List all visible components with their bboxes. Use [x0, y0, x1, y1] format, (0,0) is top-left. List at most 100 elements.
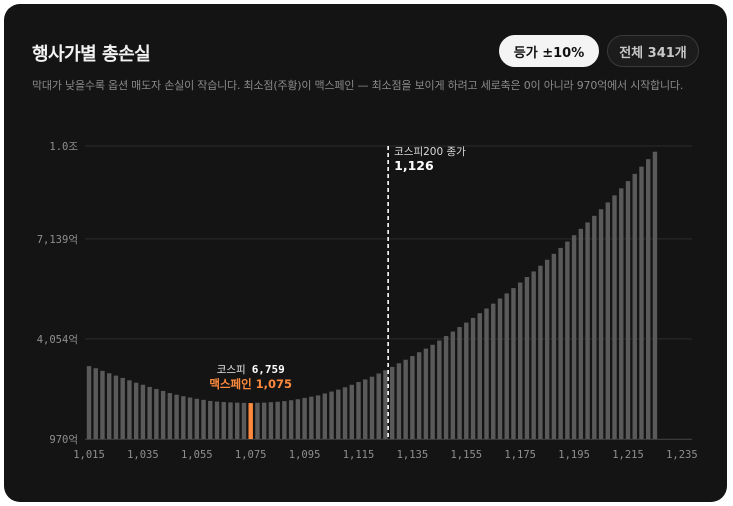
kospi-index-value: 6,759 [252, 363, 285, 376]
loss-bar [376, 373, 381, 439]
y-tick-label: 4,054억 [37, 334, 78, 346]
x-tick-label: 1,075 [235, 449, 267, 461]
loss-bar [558, 247, 563, 439]
loss-bar [551, 253, 557, 439]
x-tick-label: 1,195 [558, 449, 590, 461]
max-pain-label: 맥스페인 1,075 [209, 377, 292, 391]
x-tick-label: 1,015 [73, 449, 105, 461]
loss-bar [228, 402, 233, 439]
loss-bar [592, 215, 597, 439]
loss-bar [342, 387, 348, 439]
loss-bar [154, 389, 159, 439]
loss-bar [652, 151, 658, 439]
chart-title: 행사가별 총손실 [32, 44, 151, 65]
loss-bar [133, 382, 139, 439]
loss-bar [518, 282, 523, 439]
loss-bar [174, 394, 179, 439]
loss-bar [565, 241, 570, 439]
loss-bar [275, 401, 280, 439]
loss-bar [430, 344, 435, 439]
y-tick-label: 970억 [49, 434, 78, 446]
loss-bar [443, 336, 449, 439]
loss-bar [107, 373, 112, 439]
loss-bar [187, 397, 193, 439]
loss-bar [140, 384, 146, 439]
loss-bar [457, 327, 462, 439]
loss-bar [214, 401, 220, 439]
loss-bar [181, 396, 186, 439]
loss-bar [268, 402, 274, 439]
loss-bar [531, 271, 536, 439]
loss-bar [241, 402, 247, 439]
kospi200-close-label: 코스피200 종가 [394, 146, 466, 158]
loss-bar [625, 181, 631, 440]
x-tick-label: 1,035 [127, 449, 159, 461]
loss-bar [336, 389, 341, 439]
loss-bar [571, 235, 577, 439]
loss-bar [396, 363, 402, 439]
loss-bar [450, 331, 456, 439]
loss-bar [639, 166, 644, 439]
loss-bar [288, 400, 294, 439]
loss-bar [349, 384, 354, 439]
loss-bar [208, 400, 213, 439]
loss-bar [416, 352, 422, 439]
loss-bar [578, 228, 584, 439]
loss-bar [524, 276, 530, 439]
x-tick-label: 1,215 [612, 449, 644, 461]
loss-bar [437, 340, 442, 439]
loss-bar [383, 370, 388, 439]
max-pain-bar [248, 403, 253, 439]
loss-bar [484, 308, 489, 439]
loss-bar [120, 377, 125, 439]
loss-bar [295, 399, 301, 439]
loss-bar [255, 402, 260, 439]
loss-bar [538, 265, 543, 439]
loss-bar [261, 402, 267, 439]
loss-bar [302, 397, 307, 439]
x-tick-label: 1,115 [343, 449, 375, 461]
kospi-index-label: 코스피 [217, 364, 246, 376]
x-tick-label: 1,135 [397, 449, 429, 461]
loss-bar [470, 317, 476, 439]
loss-bar [491, 303, 496, 439]
filter-atm-button[interactable]: 등가 ±10% [499, 35, 599, 67]
loss-bar [127, 380, 132, 439]
loss-bar [160, 390, 166, 439]
loss-bar [403, 359, 408, 439]
loss-bar [598, 209, 604, 439]
loss-bar [632, 173, 637, 439]
loss-bar [100, 370, 105, 439]
x-tick-label: 1,235 [666, 449, 698, 461]
loss-bar [477, 313, 482, 439]
loss-bar [504, 293, 509, 439]
loss-bar [329, 391, 334, 439]
kospi200-close-value: 1,126 [394, 158, 434, 173]
loss-bar [356, 382, 361, 439]
filter-all-button[interactable]: 전체 341개 [607, 35, 699, 67]
y-tick-label: 7,139억 [37, 234, 78, 246]
loss-bar [315, 395, 321, 439]
loss-bar [511, 288, 516, 439]
loss-bar [646, 159, 651, 440]
loss-bar [86, 366, 92, 439]
loss-bar [282, 401, 287, 439]
loss-bar [322, 393, 328, 439]
loss-bar [201, 399, 206, 439]
loss-bar [464, 322, 469, 439]
loss-bar [235, 402, 240, 439]
x-tick-label: 1,175 [504, 449, 536, 461]
loss-bar [167, 393, 173, 439]
loss-bar [309, 396, 314, 439]
loss-bar [194, 398, 199, 439]
loss-bar [363, 379, 368, 439]
x-tick-label: 1,155 [450, 449, 482, 461]
loss-bar [389, 366, 395, 439]
loss-bar [423, 348, 429, 439]
loss-bar [221, 402, 226, 439]
loss-bar [147, 386, 152, 439]
loss-bar [619, 188, 624, 439]
loss-bar [605, 202, 610, 439]
loss-bar [544, 259, 550, 439]
